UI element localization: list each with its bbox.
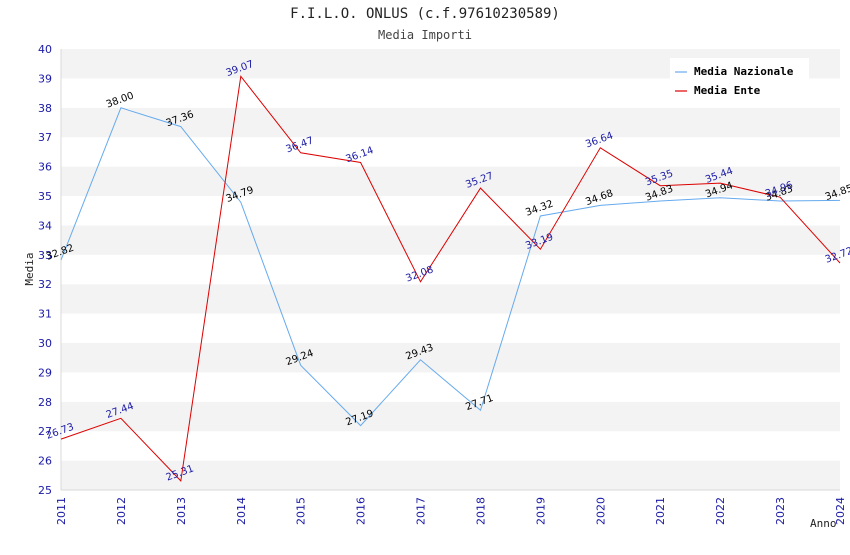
y-tick-label: 28 <box>38 396 52 409</box>
y-tick-label: 34 <box>38 219 52 232</box>
grid-band <box>61 401 840 432</box>
y-tick-label: 36 <box>38 161 52 174</box>
y-tick-label: 35 <box>38 190 52 203</box>
chart-title: F.I.L.O. ONLUS (c.f.97610230589) <box>290 6 560 22</box>
y-tick-label: 38 <box>38 102 52 115</box>
grid-band <box>61 284 840 314</box>
legend-label-ente: Media Ente <box>694 84 761 97</box>
grid-bands <box>60 49 840 491</box>
legend: Media Nazionale Media Ente <box>670 58 809 100</box>
y-axis-label: Media <box>23 252 36 285</box>
legend-label-nazionale: Media Nazionale <box>694 65 794 78</box>
grid-band <box>61 225 840 255</box>
axis-ticks: 25 26 27 28 29 30 31 32 33 34 35 36 37 38 39 40 2011 2012… <box>38 43 847 525</box>
chart-subtitle: Media Importi <box>378 28 472 42</box>
x-tick-label: 2022 <box>714 497 727 525</box>
grid-band <box>61 343 840 373</box>
x-tick-label: 2015 <box>295 497 308 525</box>
x-tick-label: 2023 <box>774 497 787 525</box>
series-line-nazionale <box>60 107 841 427</box>
grid-band <box>61 166 840 196</box>
y-tick-label: 27 <box>38 425 52 438</box>
x-tick-label: 2014 <box>235 497 248 525</box>
y-tick-label: 26 <box>38 455 52 468</box>
y-tick-label: 25 <box>38 484 52 497</box>
x-axis-label: Anno <box>810 517 837 530</box>
grid-band <box>61 431 840 461</box>
y-tick-label: 31 <box>38 308 52 321</box>
x-tick-label: 2020 <box>594 497 607 525</box>
x-tick-label: 2011 <box>55 497 68 525</box>
grid-band <box>61 460 840 490</box>
grid-band <box>61 313 840 343</box>
x-tick-label: 2012 <box>115 497 128 525</box>
series-lines <box>60 75 841 482</box>
x-tick-label: 2019 <box>534 497 547 525</box>
y-tick-label: 39 <box>38 72 52 85</box>
grid-band <box>61 196 840 226</box>
x-tick-label: 2021 <box>654 497 667 525</box>
x-tick-label: 2016 <box>355 497 368 525</box>
y-tick-label: 37 <box>38 131 52 144</box>
y-tick-label: 33 <box>38 249 52 262</box>
series-line-ente <box>60 75 841 482</box>
x-tick-label: 2013 <box>175 497 188 525</box>
grid-band <box>61 107 840 138</box>
x-tick-label: 2018 <box>474 497 487 525</box>
grid-band <box>61 137 840 167</box>
y-tick-label: 30 <box>38 337 52 350</box>
y-tick-label: 29 <box>38 366 52 379</box>
x-tick-label: 2024 <box>834 497 847 525</box>
y-tick-label: 40 <box>38 43 52 56</box>
grid-band <box>61 254 840 285</box>
y-tick-label: 32 <box>38 278 52 291</box>
grid-band <box>61 372 840 402</box>
x-tick-label: 2017 <box>415 497 428 525</box>
legend-background <box>670 58 809 100</box>
